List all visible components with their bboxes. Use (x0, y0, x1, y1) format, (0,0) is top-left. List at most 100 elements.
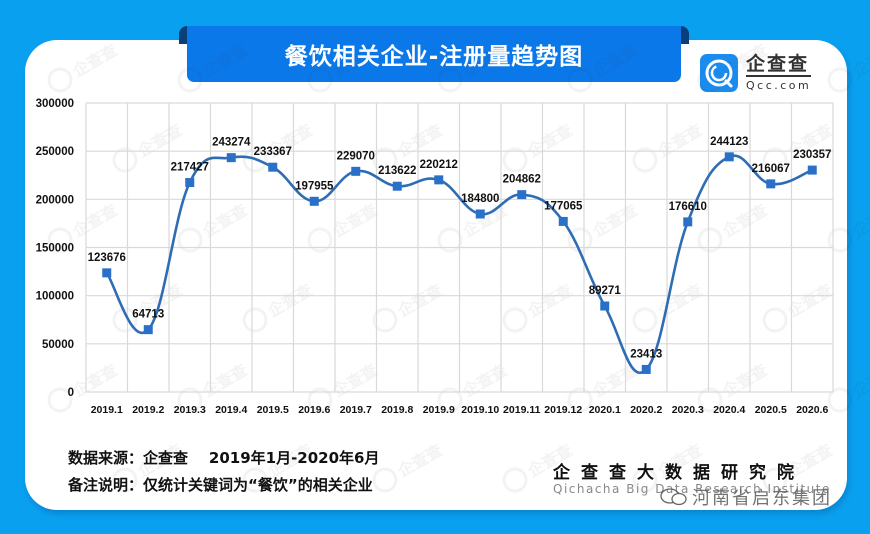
y-axis-labels: 0 50000 100000 150000 200000 250000 300000 (36, 98, 74, 399)
data-label: 217427 (171, 162, 209, 174)
svg-text:企查查: 企查查 (68, 200, 120, 241)
svg-text:企查查: 企查查 (198, 200, 250, 241)
svg-text:2019.8: 2019.8 (381, 404, 413, 416)
chart-title: 餐饮相关企业-注册量趋势图 (187, 26, 681, 82)
qcc-logo-icon (700, 54, 738, 92)
svg-text:企查查: 企查查 (458, 360, 510, 401)
logo-en-text: Qcc.com (746, 79, 812, 92)
svg-text:2020.5: 2020.5 (755, 404, 787, 416)
data-marker (268, 162, 278, 172)
grid (85, 102, 834, 393)
data-label: 220212 (420, 159, 458, 171)
svg-text:2020.2: 2020.2 (630, 404, 662, 416)
data-label: 123676 (88, 252, 126, 264)
svg-text:2019.11: 2019.11 (503, 404, 541, 416)
svg-text:2019.9: 2019.9 (423, 404, 455, 416)
svg-text:企查查: 企查查 (588, 40, 640, 81)
svg-text:2020.4: 2020.4 (713, 404, 745, 416)
svg-text:2020.3: 2020.3 (672, 404, 704, 416)
svg-text:企查查: 企查查 (588, 200, 640, 241)
svg-text:企查查: 企查查 (718, 200, 770, 241)
institute-name-en: Qichacha Big Data Research Institute (553, 482, 831, 496)
data-marker (641, 364, 651, 374)
wechat-icon (660, 488, 687, 506)
svg-text:2019.12: 2019.12 (544, 404, 582, 416)
data-marker (475, 209, 485, 219)
svg-text:企查查: 企查查 (848, 360, 870, 401)
data-label: 89271 (589, 285, 622, 297)
svg-text:企查查: 企查查 (198, 360, 250, 401)
svg-text:企查查: 企查查 (328, 40, 380, 81)
chart-card (25, 40, 847, 510)
svg-text:企查查: 企查查 (393, 440, 445, 481)
data-label: 197955 (295, 180, 334, 192)
data-label: 23413 (630, 348, 662, 360)
svg-text:企查查: 企查查 (718, 360, 770, 401)
svg-text:企查查: 企查查 (328, 360, 380, 401)
wechat-watermark: 河南省启东集团 (660, 484, 832, 510)
svg-text:50000: 50000 (42, 339, 74, 351)
svg-text:2019.2: 2019.2 (132, 404, 164, 416)
data-label: 244123 (710, 136, 748, 148)
svg-text:2020.1: 2020.1 (589, 404, 621, 416)
data-marker (309, 196, 319, 206)
data-marker (434, 175, 444, 185)
data-marker (102, 268, 112, 278)
data-source-text: 数据来源：企查查 2019年1月-2020年6月 (68, 449, 380, 467)
svg-text:企查查: 企查查 (393, 280, 445, 321)
data-marker (143, 325, 153, 335)
data-label: 216067 (752, 163, 790, 175)
svg-text:2019.10: 2019.10 (461, 404, 499, 416)
x-axis-labels: 2019.1 2019.2 2019.3 2019.4 2019.5 2019.6 2019… (91, 404, 829, 416)
svg-text:企查查: 企查查 (68, 360, 120, 401)
svg-text:2019.7: 2019.7 (340, 404, 372, 416)
data-marker (724, 152, 734, 162)
svg-text:企查查: 企查查 (523, 280, 575, 321)
data-label: 204862 (503, 174, 541, 186)
svg-text:企查查: 企查查 (133, 120, 185, 161)
data-label: 184800 (461, 193, 499, 205)
svg-text:企查查: 企查查 (523, 120, 575, 161)
svg-text:企查查: 企查查 (848, 200, 870, 241)
wechat-account-name: 河南省启东集团 (692, 488, 832, 509)
svg-text:企查查: 企查查 (458, 40, 510, 81)
data-label: 213622 (378, 165, 416, 177)
svg-text:250000: 250000 (36, 146, 74, 158)
svg-text:2019.3: 2019.3 (174, 404, 206, 416)
svg-text:2019.5: 2019.5 (257, 404, 289, 416)
qcc-logo: 企查查 Qcc.com (700, 53, 812, 93)
svg-text:企查查: 企查查 (68, 40, 120, 81)
svg-text:2020.6: 2020.6 (796, 404, 828, 416)
svg-text:300000: 300000 (36, 98, 74, 110)
data-marker (600, 301, 610, 311)
data-marker (351, 166, 361, 176)
svg-text:企查查: 企查查 (653, 120, 705, 161)
svg-text:企查查: 企查查 (653, 280, 705, 321)
svg-text:企查查: 企查查 (198, 40, 250, 81)
data-label: 177065 (544, 200, 583, 212)
svg-text:150000: 150000 (36, 243, 74, 255)
title-banner: 餐饮相关企业-注册量趋势图 (175, 24, 693, 84)
data-marker (517, 190, 527, 200)
data-label: 230357 (793, 149, 831, 161)
data-marker (226, 153, 236, 163)
svg-text:2019.4: 2019.4 (215, 404, 247, 416)
institute-name-cn: 企查查大数据研究院 (553, 463, 805, 483)
svg-text:0: 0 (68, 387, 74, 399)
svg-text:200000: 200000 (36, 194, 74, 206)
data-label: 64713 (132, 309, 164, 321)
svg-text:2019.6: 2019.6 (298, 404, 330, 416)
data-marker (558, 216, 568, 226)
svg-text:企查查: 企查查 (718, 40, 770, 81)
logo-cn-text: 企查查 (746, 53, 812, 77)
data-marker (683, 217, 693, 227)
svg-text:企查查: 企查查 (263, 280, 315, 321)
svg-text:企查查: 企查查 (393, 120, 445, 161)
data-marker (392, 181, 402, 191)
svg-text:企查查: 企查查 (328, 200, 380, 241)
note-text: 备注说明：仅统计关键词为“餐饮”的相关企业 (68, 476, 373, 494)
data-marker (185, 178, 195, 188)
data-marker (807, 165, 817, 175)
